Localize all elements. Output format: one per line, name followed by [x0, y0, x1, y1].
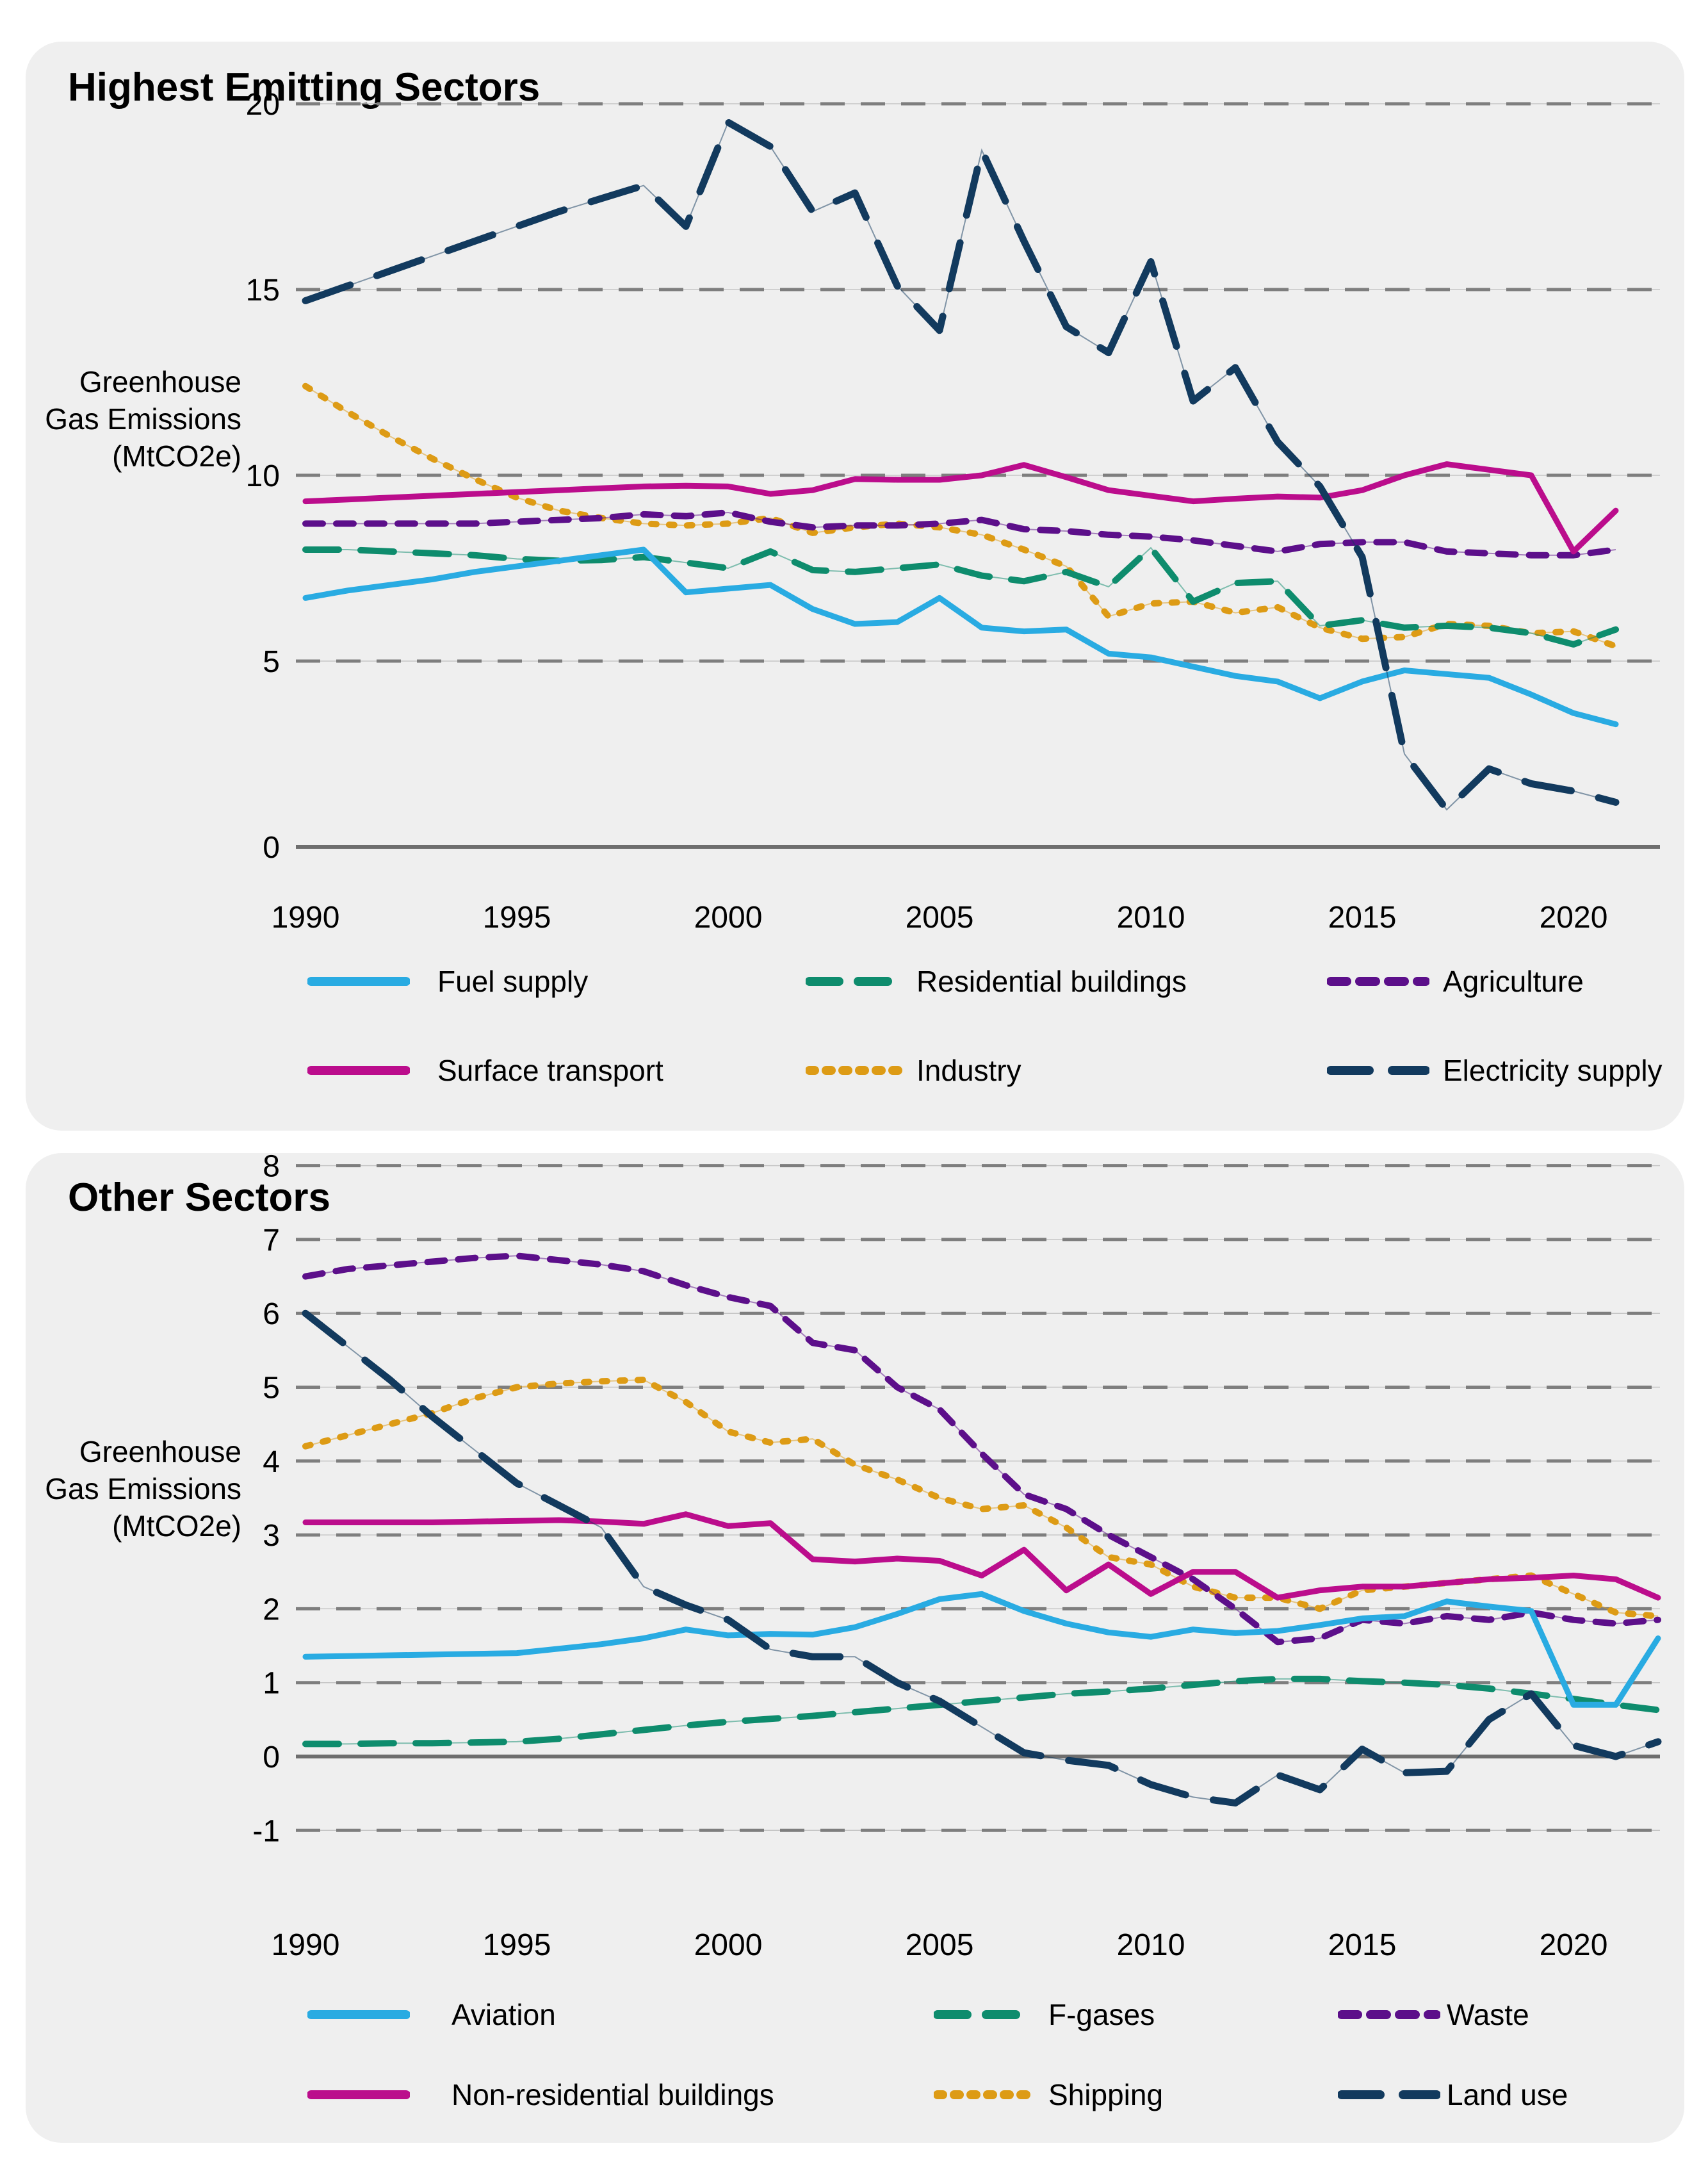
series-residential_buildings-line: [302, 545, 1619, 648]
series-shipping-line: [302, 1377, 1661, 1619]
series-non_residential_buildings-line: [302, 1511, 1661, 1601]
y-tick-20: 20: [246, 88, 280, 122]
series-agriculture-line: [302, 509, 1619, 559]
y-tick-4: 4: [263, 1445, 280, 1479]
y-tick-5: 5: [263, 645, 280, 679]
y-axis-label-line-0: Greenhouse: [79, 1435, 241, 1468]
y-tick-2: 2: [263, 1593, 280, 1626]
y-tick-0: 0: [263, 831, 280, 865]
y-axis-label-line-1: Gas Emissions: [45, 402, 241, 436]
x-tick-2020: 2020: [1540, 901, 1608, 935]
x-tick-1995: 1995: [483, 901, 551, 935]
y-tick-6: 6: [263, 1297, 280, 1331]
x-tick-1995: 1995: [483, 1928, 551, 1962]
series-electricity_supply-line: [302, 119, 1620, 814]
series-aviation-line: [302, 1591, 1661, 1708]
y-tick-8: 8: [263, 1150, 280, 1184]
series-f_gases-line: [302, 1675, 1661, 1748]
series-industry-line: [302, 382, 1619, 650]
x-tick-1990: 1990: [272, 901, 340, 935]
bottom-chart: 8 7 6 5 4 3 2 1 0 -1 1990 1995 2000 2005 2010 2015 2020 G…: [45, 1150, 1662, 1962]
other-sectors-card: Other Sectors: [26, 1153, 1684, 2143]
x-tick-2020: 2020: [1540, 1928, 1608, 1962]
y-tick-0: 0: [263, 1740, 280, 1774]
series-land_use-line: [302, 1309, 1662, 1807]
x-tick-2010: 2010: [1117, 1928, 1185, 1962]
y-axis-label-line-2: (MtCO2e): [112, 1509, 241, 1543]
series-industry-hairline: [305, 385, 1616, 647]
y-axis-label-line-2: (MtCO2e): [112, 439, 241, 473]
x-tick-2015: 2015: [1328, 901, 1397, 935]
series-waste-line: [302, 1252, 1661, 1646]
x-tick-2005: 2005: [906, 1928, 974, 1962]
series-electricity_supply-hairline: [305, 121, 1616, 811]
y-tick-10: 10: [246, 459, 280, 493]
y-tick--1: -1: [252, 1814, 280, 1848]
x-tick-2000: 2000: [694, 901, 763, 935]
series-surface_transport-line: [302, 461, 1619, 555]
x-tick-2005: 2005: [906, 901, 974, 935]
chart-title-other-sectors: Other Sectors: [68, 1175, 331, 1220]
series-f_gases-hairline: [305, 1678, 1659, 1745]
y-axis-label-line-1: Gas Emissions: [45, 1472, 241, 1505]
y-tick-5: 5: [263, 1372, 280, 1405]
y-tick-7: 7: [263, 1224, 280, 1257]
y-tick-3: 3: [263, 1519, 280, 1553]
y-axis-label-line-0: Greenhouse: [79, 365, 241, 398]
x-tick-1990: 1990: [272, 1928, 340, 1962]
x-tick-2015: 2015: [1328, 1928, 1397, 1962]
x-tick-2000: 2000: [694, 1928, 763, 1962]
x-tick-2010: 2010: [1117, 901, 1185, 935]
highest-emitting-sectors-card: Highest Emitting Sectors: [26, 42, 1684, 1131]
y-tick-15: 15: [246, 274, 280, 307]
series-fuel_supply-line: [302, 546, 1619, 728]
y-tick-1: 1: [263, 1667, 280, 1701]
